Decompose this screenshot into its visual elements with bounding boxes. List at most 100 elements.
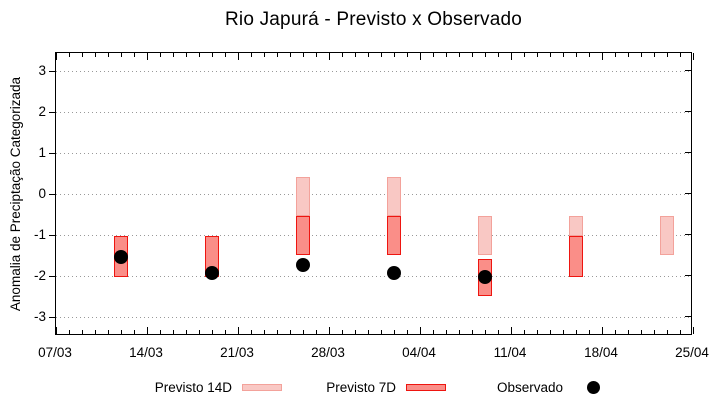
legend-label: Observado	[496, 379, 563, 395]
gridline	[56, 234, 691, 236]
forecast-14d-bar	[569, 215, 583, 237]
x-tick-label: 18/04	[584, 345, 618, 360]
x-minor-tick	[614, 53, 616, 57]
x-minor-tick	[627, 53, 629, 57]
y-axis-tick	[49, 316, 55, 318]
x-minor-tick	[406, 330, 408, 334]
x-minor-tick	[224, 53, 226, 57]
y-tick-label: 1	[38, 145, 46, 161]
x-minor-tick	[497, 330, 499, 334]
x-minor-tick	[627, 330, 629, 334]
x-minor-tick	[367, 53, 369, 57]
x-minor-tick	[81, 330, 83, 334]
x-minor-tick	[94, 53, 96, 57]
gridline	[56, 193, 691, 195]
x-tick-label: 28/03	[311, 345, 345, 360]
legend-item-previsto-14d: Previsto 14D	[138, 378, 282, 396]
x-minor-tick	[380, 53, 382, 57]
gridline	[56, 316, 691, 318]
legend-label: Previsto 14D	[154, 379, 232, 395]
y-axis-tick	[49, 70, 55, 72]
observed-dot	[296, 258, 310, 272]
forecast-7d-bar	[296, 215, 310, 255]
y-tick-label: -1	[33, 227, 46, 243]
x-major-tick	[601, 53, 603, 60]
x-minor-tick	[94, 330, 96, 334]
x-minor-tick	[367, 330, 369, 334]
x-minor-tick	[380, 330, 382, 334]
y-axis-tick	[49, 234, 55, 236]
legend-observed-dot-icon	[587, 380, 600, 394]
x-minor-tick	[549, 330, 551, 334]
legend-label: Previsto 7D	[326, 379, 396, 395]
x-major-tick	[419, 327, 421, 334]
x-minor-tick	[471, 330, 473, 334]
x-minor-tick	[172, 330, 174, 334]
x-minor-tick	[458, 330, 460, 334]
x-tick-label: 11/04	[493, 345, 527, 360]
y-axis-tick	[685, 70, 691, 72]
forecast-7d-bar	[387, 215, 401, 255]
x-tick-label: 14/03	[129, 345, 163, 360]
x-minor-tick	[666, 330, 668, 334]
x-minor-tick	[575, 330, 577, 334]
x-major-tick	[510, 53, 512, 60]
x-minor-tick	[302, 330, 304, 334]
legend-swatch-icon	[242, 383, 282, 391]
x-minor-tick	[523, 330, 525, 334]
y-tick-label: -2	[33, 268, 46, 284]
x-minor-tick	[302, 53, 304, 57]
observed-dot	[478, 270, 492, 285]
x-minor-tick	[445, 330, 447, 334]
y-axis-tick	[49, 152, 55, 154]
x-minor-tick	[679, 330, 681, 334]
y-axis-tick	[49, 111, 55, 113]
y-axis-tick	[49, 275, 55, 277]
x-minor-tick	[159, 330, 161, 334]
x-minor-tick	[484, 53, 486, 57]
x-minor-tick	[406, 53, 408, 57]
x-minor-tick	[289, 330, 291, 334]
x-minor-tick	[341, 53, 343, 57]
x-minor-tick	[68, 330, 70, 334]
forecast-14d-bar	[478, 215, 492, 255]
x-major-tick	[692, 327, 694, 334]
y-tick-label: -3	[33, 309, 46, 325]
x-minor-tick	[354, 53, 356, 57]
x-minor-tick	[393, 330, 395, 334]
x-minor-tick	[640, 330, 642, 334]
x-minor-tick	[224, 330, 226, 334]
x-minor-tick	[107, 53, 109, 57]
x-minor-tick	[133, 53, 135, 57]
x-minor-tick	[81, 53, 83, 57]
legend-item-observado: Observado	[468, 378, 600, 396]
x-minor-tick	[185, 330, 187, 334]
plot-area	[55, 52, 694, 335]
x-major-tick	[146, 327, 148, 334]
y-axis-tick	[49, 193, 55, 195]
y-axis-tick	[685, 152, 691, 154]
x-minor-tick	[432, 330, 434, 334]
x-minor-tick	[562, 53, 564, 57]
y-axis-tick	[685, 275, 691, 277]
x-minor-tick	[68, 53, 70, 57]
x-major-tick	[237, 53, 239, 60]
x-minor-tick	[653, 53, 655, 57]
y-axis-tick	[685, 316, 691, 318]
x-minor-tick	[523, 53, 525, 57]
x-minor-tick	[315, 330, 317, 334]
x-minor-tick	[354, 330, 356, 334]
x-minor-tick	[250, 53, 252, 57]
gridline	[56, 111, 691, 113]
x-minor-tick	[341, 330, 343, 334]
x-major-tick	[328, 53, 330, 60]
forecast-14d-bar	[660, 215, 674, 255]
y-tick-label: 3	[38, 63, 46, 79]
x-minor-tick	[484, 330, 486, 334]
x-major-tick	[510, 327, 512, 334]
x-minor-tick	[289, 53, 291, 57]
x-minor-tick	[250, 330, 252, 334]
x-minor-tick	[666, 53, 668, 57]
x-major-tick	[328, 327, 330, 334]
